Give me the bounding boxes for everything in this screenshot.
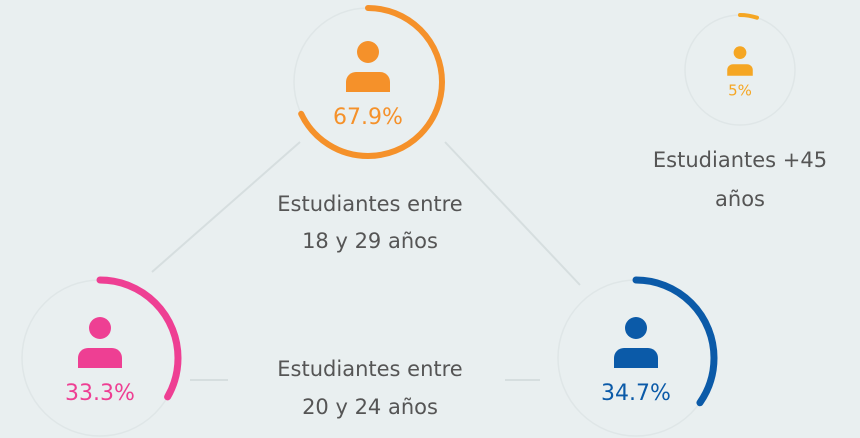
caption: años xyxy=(715,187,765,211)
connector xyxy=(151,141,301,273)
person-head xyxy=(89,317,111,339)
connector xyxy=(444,141,581,286)
ring-arc xyxy=(554,276,718,438)
person-head xyxy=(625,317,647,339)
ring-value-label: 67.9% xyxy=(333,105,403,130)
caption: Estudiantes entre xyxy=(277,192,462,216)
person-body xyxy=(727,64,753,76)
caption: Estudiantes entre xyxy=(277,357,462,381)
caption: 20 y 24 años xyxy=(302,395,438,419)
ring-arc xyxy=(18,276,182,438)
caption: 18 y 29 años xyxy=(302,229,438,253)
ring-arc xyxy=(683,13,797,127)
ring-value-label: 34.7% xyxy=(601,381,671,406)
person-head xyxy=(733,46,747,59)
person-head xyxy=(357,41,379,63)
person-body xyxy=(346,72,390,92)
ring-value-label: 5% xyxy=(728,81,752,99)
person-body xyxy=(78,348,122,368)
ring-value-label: 33.3% xyxy=(65,381,135,406)
ring-arc xyxy=(291,5,445,159)
person-body xyxy=(614,348,658,368)
caption: Estudiantes +45 xyxy=(653,148,827,172)
